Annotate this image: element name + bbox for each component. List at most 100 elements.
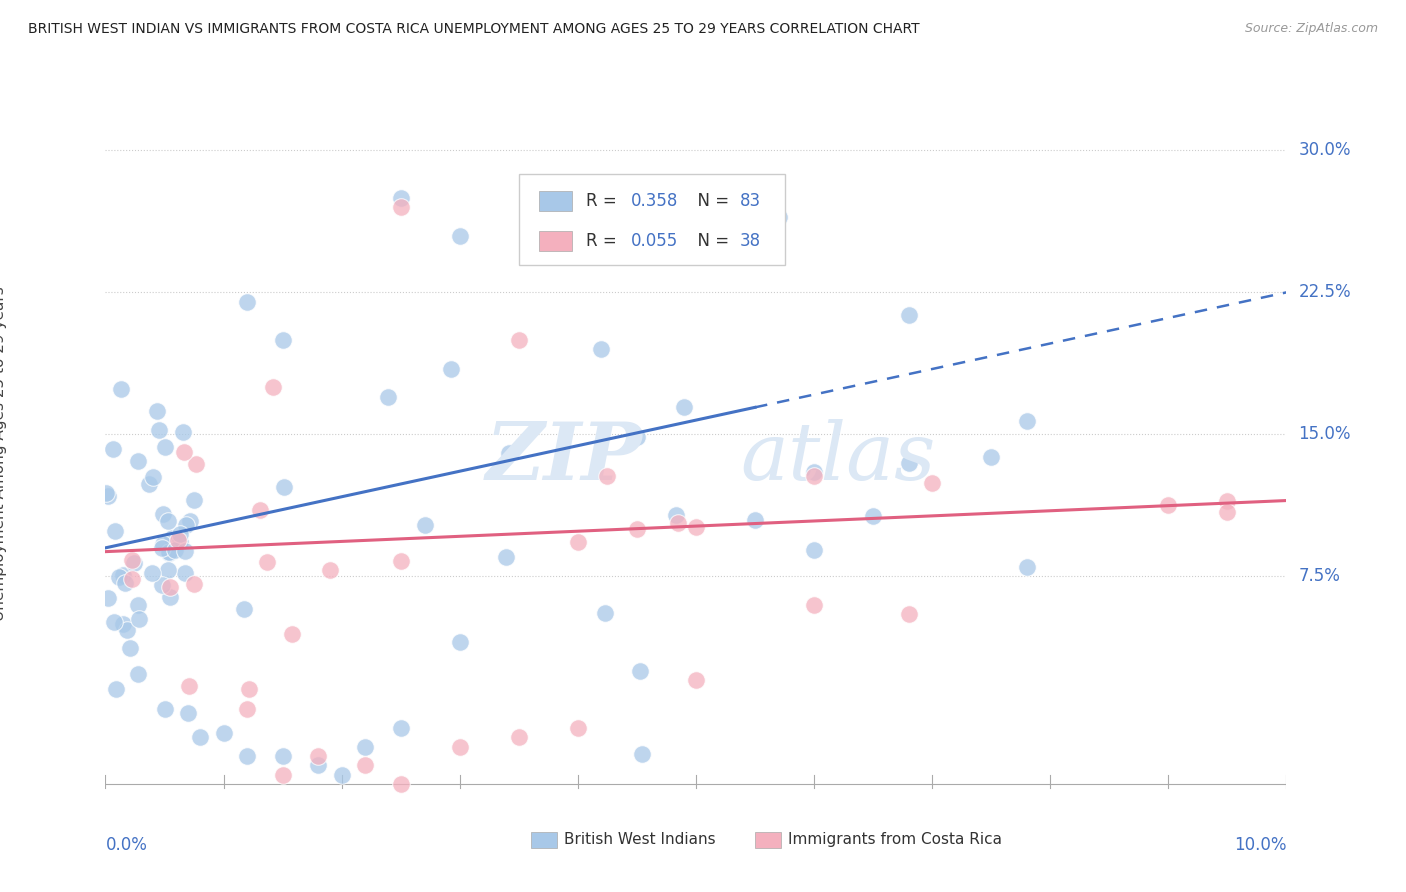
Point	[96, 486, 118, 500]
Point	[121, 553, 143, 567]
Point	[628, 664, 651, 678]
Point	[152, 507, 174, 521]
Text: ZIP: ZIP	[486, 419, 643, 497]
Text: 30.0%: 30.0%	[1298, 142, 1351, 160]
Point	[921, 475, 943, 490]
Point	[593, 606, 616, 620]
Point	[188, 730, 211, 744]
Point	[249, 503, 271, 517]
Point	[142, 470, 165, 484]
Point	[498, 446, 520, 460]
Point	[97, 591, 120, 605]
Point	[238, 681, 260, 696]
Point	[262, 380, 284, 394]
Point	[666, 516, 689, 530]
Text: 7.5%: 7.5%	[1298, 567, 1340, 585]
Point	[104, 681, 127, 696]
Point	[118, 640, 141, 655]
Point	[449, 739, 471, 754]
Point	[152, 541, 174, 556]
Point	[177, 706, 200, 720]
Point	[163, 543, 186, 558]
Point	[685, 520, 707, 534]
Point	[377, 390, 399, 404]
Point	[159, 591, 181, 605]
Point	[626, 522, 648, 536]
Point	[101, 442, 124, 457]
Text: R =: R =	[586, 232, 621, 250]
Point	[567, 535, 589, 549]
Point	[440, 362, 463, 376]
Point	[389, 721, 412, 735]
Point	[169, 535, 191, 549]
Point	[153, 702, 176, 716]
Text: atlas: atlas	[740, 419, 935, 497]
Point	[256, 555, 278, 569]
Point	[1216, 506, 1239, 520]
Point	[1216, 493, 1239, 508]
Point	[354, 758, 377, 772]
Point	[152, 537, 174, 551]
Point	[591, 342, 613, 356]
Text: BRITISH WEST INDIAN VS IMMIGRANTS FROM COSTA RICA UNEMPLOYMENT AMONG AGES 25 TO : BRITISH WEST INDIAN VS IMMIGRANTS FROM C…	[28, 22, 920, 37]
Point	[271, 333, 294, 347]
Text: 0.055: 0.055	[631, 232, 678, 250]
Point	[596, 468, 619, 483]
Point	[127, 667, 149, 681]
Point	[150, 577, 173, 591]
FancyBboxPatch shape	[530, 832, 557, 847]
Point	[141, 566, 163, 581]
Point	[156, 514, 179, 528]
Point	[236, 702, 259, 716]
Point	[160, 531, 183, 545]
Point	[631, 747, 654, 762]
Point	[212, 726, 235, 740]
FancyBboxPatch shape	[538, 231, 572, 251]
Point	[685, 673, 707, 688]
Point	[157, 545, 180, 559]
Point	[803, 465, 825, 479]
Point	[173, 445, 195, 459]
Point	[672, 400, 695, 414]
Text: R =: R =	[586, 192, 621, 211]
Point	[389, 200, 412, 214]
Point	[174, 518, 197, 533]
Point	[173, 544, 195, 558]
Point	[179, 679, 201, 693]
Point	[567, 721, 589, 735]
Point	[980, 450, 1002, 465]
Text: Source: ZipAtlas.com: Source: ZipAtlas.com	[1244, 22, 1378, 36]
Point	[897, 607, 920, 621]
Text: Unemployment Among Ages 25 to 29 years: Unemployment Among Ages 25 to 29 years	[0, 285, 7, 621]
Point	[146, 404, 169, 418]
Text: 38: 38	[740, 232, 761, 250]
Point	[508, 333, 530, 347]
Text: N =: N =	[686, 232, 734, 250]
Point	[108, 570, 131, 584]
Point	[114, 575, 136, 590]
Point	[449, 228, 471, 243]
Point	[1015, 414, 1038, 428]
Point	[169, 527, 191, 541]
Point	[127, 599, 149, 613]
Text: 15.0%: 15.0%	[1298, 425, 1351, 443]
Point	[508, 730, 530, 744]
Point	[155, 440, 177, 454]
Point	[389, 554, 412, 568]
Text: 10.0%: 10.0%	[1234, 836, 1286, 854]
Point	[862, 508, 884, 523]
Text: N =: N =	[686, 192, 734, 211]
Text: 0.0%: 0.0%	[105, 836, 148, 854]
Point	[184, 457, 207, 471]
Point	[128, 611, 150, 625]
Point	[330, 768, 353, 782]
Point	[389, 777, 412, 791]
Point	[156, 563, 179, 577]
Point	[159, 580, 181, 594]
Point	[803, 598, 825, 612]
Point	[121, 572, 143, 586]
Point	[148, 424, 170, 438]
Text: 22.5%: 22.5%	[1298, 284, 1351, 301]
Point	[157, 545, 180, 559]
Point	[138, 477, 160, 491]
